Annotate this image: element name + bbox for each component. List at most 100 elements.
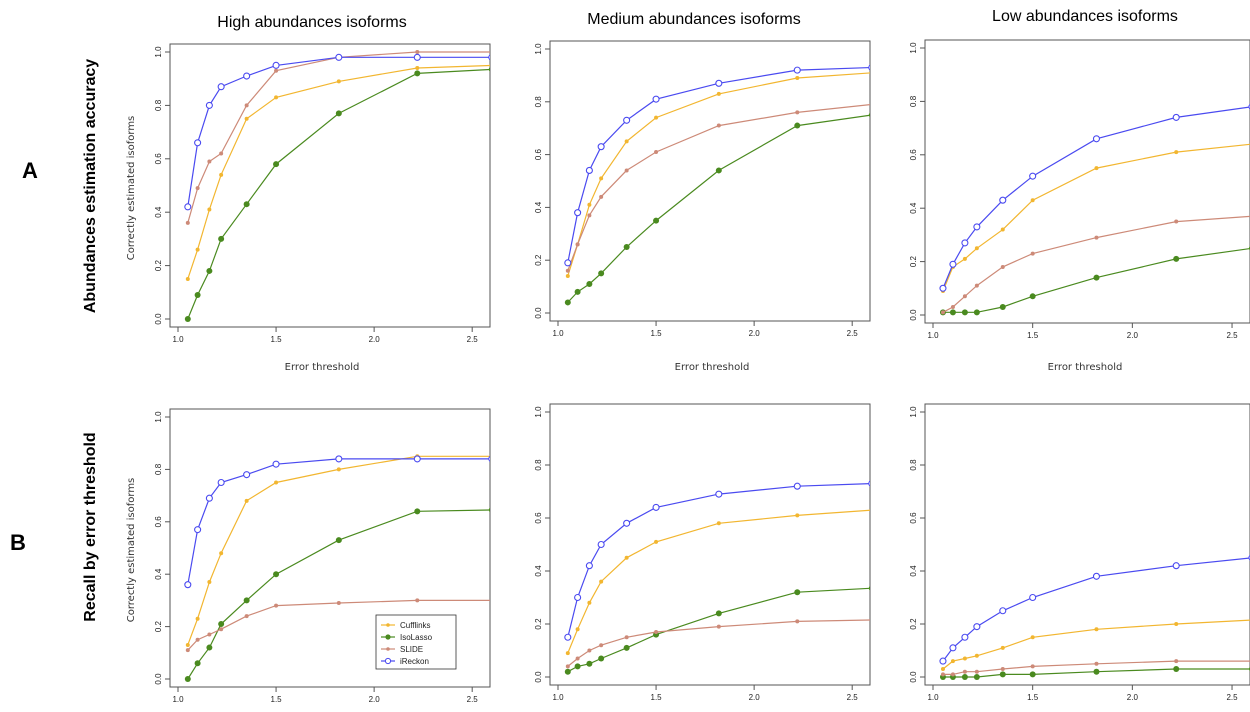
y-tick-label: 0.8 — [534, 459, 543, 471]
y-tick-label: 1.0 — [534, 43, 543, 55]
row-title-recall: Recall by error threshold — [82, 432, 99, 621]
data-point — [940, 310, 945, 315]
plot-frame — [924, 403, 1250, 686]
data-point — [869, 103, 870, 106]
legend: Cufflinks IsoLasso SLIDE iReckon — [375, 614, 457, 670]
y-tick-label: 0.8 — [909, 459, 918, 471]
y-tick-label: 0.8 — [909, 95, 918, 107]
data-point — [1030, 198, 1035, 203]
y-tick-label: 1.0 — [534, 406, 543, 418]
data-point — [652, 503, 660, 511]
data-point — [793, 482, 801, 490]
data-point — [652, 95, 660, 103]
series-line — [567, 72, 870, 277]
data-point — [243, 471, 251, 479]
data-point — [273, 161, 280, 168]
legend-label: iReckon — [400, 657, 429, 666]
data-point — [715, 167, 722, 174]
y-tick-label: 0.4 — [154, 568, 163, 580]
column-title-low: Low abundances isoforms — [992, 8, 1178, 25]
data-point — [586, 660, 593, 667]
x-tick-label: 2.0 — [749, 329, 761, 338]
data-point — [185, 648, 190, 653]
data-point — [194, 526, 202, 534]
y-tick-label: 0.4 — [909, 565, 918, 577]
data-point — [1174, 622, 1179, 626]
data-point — [1172, 113, 1180, 121]
data-point — [414, 508, 421, 515]
y-tick-label: 0.0 — [154, 313, 163, 325]
data-point — [974, 669, 979, 674]
series-group — [564, 64, 870, 306]
y-tick-label: 0.0 — [909, 309, 918, 321]
data-point — [415, 66, 420, 71]
data-point — [962, 294, 967, 299]
data-point — [185, 642, 190, 647]
data-point — [999, 303, 1006, 310]
data-point — [195, 247, 200, 252]
legend-label: Cufflinks — [400, 621, 431, 630]
data-point — [795, 76, 800, 81]
legend-label: SLIDE — [400, 645, 423, 654]
x-axis-label-medium: Error threshold — [675, 362, 750, 373]
x-tick-label: 2.5 — [847, 329, 859, 338]
x-tick-label: 1.0 — [172, 335, 184, 344]
x-axis-label-low: Error threshold — [1048, 362, 1123, 373]
plot-frame — [169, 43, 491, 328]
data-point — [950, 304, 955, 309]
data-point — [207, 580, 212, 585]
y-tick-label: 0.8 — [154, 463, 163, 475]
data-point — [207, 207, 212, 212]
x-tick-label: 1.0 — [552, 329, 564, 338]
data-point — [205, 494, 213, 502]
data-point — [869, 509, 870, 511]
series-line — [942, 143, 1250, 292]
series-line — [567, 587, 870, 673]
data-point — [1029, 593, 1037, 602]
data-point — [194, 139, 202, 147]
y-tick-label: 0.2 — [534, 618, 543, 630]
data-point — [574, 593, 582, 602]
data-point — [1172, 562, 1180, 570]
y-tick-label: 0.6 — [909, 512, 918, 524]
data-point — [244, 614, 249, 619]
data-point — [219, 172, 224, 177]
data-point — [1030, 664, 1035, 669]
data-point — [184, 203, 192, 211]
data-point — [949, 260, 957, 268]
data-point — [868, 480, 870, 487]
y-tick-label: 0.4 — [909, 202, 918, 214]
y-tick-label: 0.6 — [154, 153, 163, 165]
data-point — [564, 633, 572, 641]
data-point — [587, 600, 592, 605]
x-tick-label: 2.0 — [749, 693, 761, 702]
data-point — [564, 299, 571, 306]
data-point — [335, 53, 343, 61]
data-point — [244, 116, 249, 121]
data-point — [415, 50, 420, 54]
column-title-medium: Medium abundances isoforms — [587, 11, 800, 28]
data-point — [599, 579, 604, 584]
data-point — [336, 601, 341, 606]
x-tick-label: 1.0 — [927, 331, 939, 340]
data-point — [489, 64, 490, 67]
data-point — [488, 66, 490, 72]
x-tick-label: 1.5 — [1027, 331, 1039, 340]
x-tick-label: 2.5 — [847, 693, 859, 702]
data-point — [794, 122, 801, 129]
y-tick-label: 1.0 — [909, 406, 918, 418]
series-line — [187, 64, 490, 280]
row-letter-a: A — [22, 158, 38, 183]
data-point — [599, 176, 604, 181]
data-point — [949, 644, 957, 652]
data-point — [274, 68, 279, 73]
data-point — [194, 291, 201, 298]
y-axis-label-top: Correctly estimated isoforms — [126, 116, 137, 261]
data-point — [207, 632, 212, 637]
series-group — [564, 480, 870, 675]
data-point — [624, 635, 629, 640]
data-point — [195, 637, 200, 642]
data-point — [243, 72, 251, 80]
data-point — [869, 71, 870, 74]
